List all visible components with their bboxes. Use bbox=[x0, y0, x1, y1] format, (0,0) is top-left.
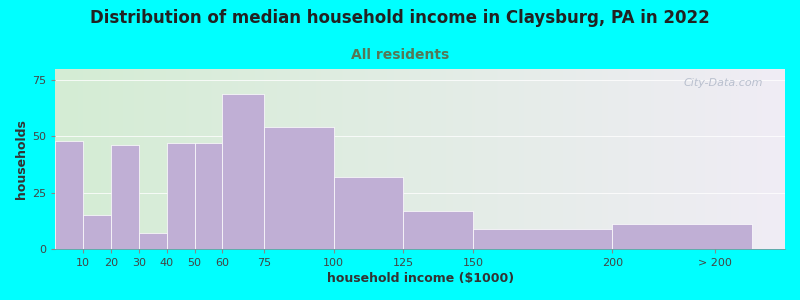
Y-axis label: households: households bbox=[15, 119, 28, 199]
Bar bbox=[55, 141, 83, 249]
Text: Distribution of median household income in Claysburg, PA in 2022: Distribution of median household income … bbox=[90, 9, 710, 27]
Bar bbox=[403, 211, 473, 249]
Bar bbox=[222, 94, 264, 249]
Bar bbox=[194, 143, 222, 249]
Bar bbox=[473, 229, 612, 249]
Bar bbox=[139, 233, 166, 249]
Bar bbox=[264, 128, 334, 249]
Bar bbox=[111, 146, 139, 249]
Text: All residents: All residents bbox=[351, 48, 449, 62]
Bar bbox=[612, 224, 751, 249]
Bar bbox=[83, 215, 111, 249]
X-axis label: household income ($1000): household income ($1000) bbox=[326, 272, 514, 285]
Text: City-Data.com: City-Data.com bbox=[684, 78, 763, 88]
Bar bbox=[166, 143, 194, 249]
Bar bbox=[334, 177, 403, 249]
